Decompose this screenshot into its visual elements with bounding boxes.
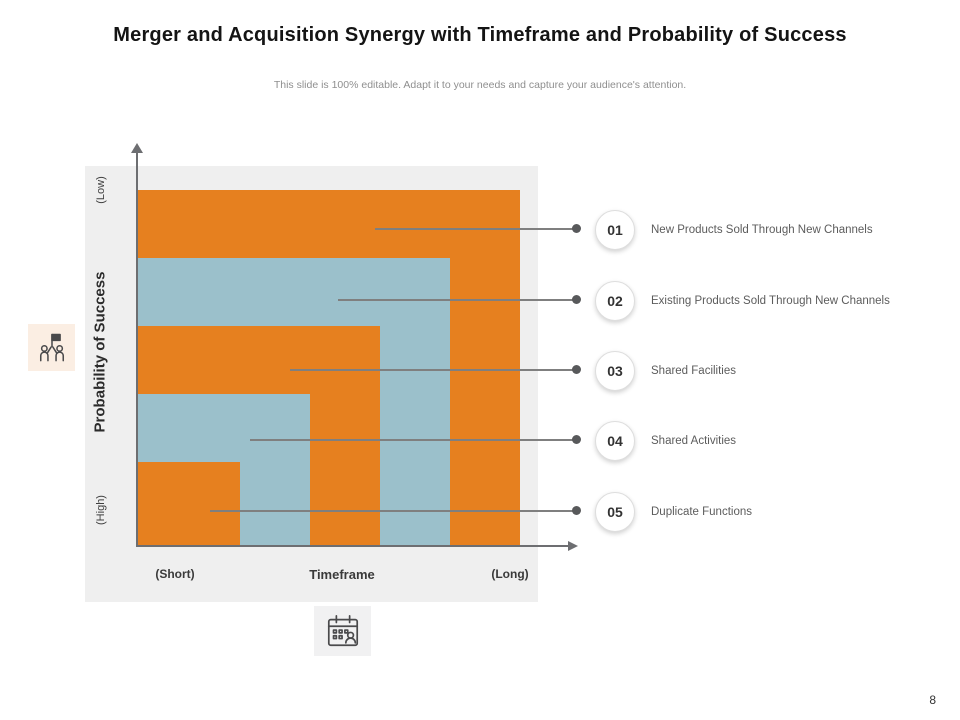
synergy-label-04: Shared Activities (651, 435, 737, 447)
slide-title: Merger and Acquisition Synergy with Time… (113, 24, 847, 46)
x-axis-short-label: (Short) (155, 567, 195, 581)
team-flag-icon-box (28, 324, 75, 371)
synergy-bar-02-column (380, 258, 450, 545)
number-badge-02: 02 (595, 281, 635, 321)
calendar-person-icon-box (314, 606, 371, 656)
synergy-bar-05 (138, 462, 240, 545)
synergy-label-05: Duplicate Functions (651, 506, 752, 518)
connector-line-01 (375, 228, 575, 230)
number-badge-03: 03 (595, 351, 635, 391)
number-badge-04: 04 (595, 421, 635, 461)
page-number: 8 (929, 693, 936, 707)
slide-subtitle: This slide is 100% editable. Adapt it to… (273, 79, 687, 91)
connector-dot-05 (572, 506, 581, 515)
x-axis-long-label: (Long) (491, 567, 529, 581)
synergy-bar-01-column (450, 190, 520, 545)
x-axis-line (136, 545, 570, 547)
y-axis-low-label: (Low) (95, 176, 107, 204)
connector-dot-04 (572, 435, 581, 444)
connector-dot-03 (572, 365, 581, 374)
x-axis-title: Timeframe (309, 567, 375, 582)
connector-line-05 (210, 510, 575, 512)
team-flag-icon (39, 333, 64, 361)
y-axis-arrow-icon (131, 143, 143, 153)
connector-line-02 (338, 299, 575, 301)
synergy-label-01: New Products Sold Through New Channels (651, 224, 873, 236)
synergy-label-03: Shared Facilities (651, 365, 737, 377)
synergy-label-02: Existing Products Sold Through New Chann… (651, 295, 890, 307)
y-axis-title: Probability of Success (91, 271, 109, 433)
x-axis-arrow-icon (568, 541, 578, 551)
synergy-bar-03-column (310, 326, 380, 545)
connector-line-04 (250, 439, 575, 441)
connector-dot-01 (572, 224, 581, 233)
connector-line-03 (290, 369, 575, 371)
y-axis-high-label: (High) (95, 495, 107, 525)
number-badge-05: 05 (595, 492, 635, 532)
number-badge-01: 01 (595, 210, 635, 250)
connector-dot-02 (572, 295, 581, 304)
calendar-person-icon (327, 614, 358, 647)
synergy-bar-04-column (240, 394, 310, 545)
y-axis-line (136, 152, 138, 546)
